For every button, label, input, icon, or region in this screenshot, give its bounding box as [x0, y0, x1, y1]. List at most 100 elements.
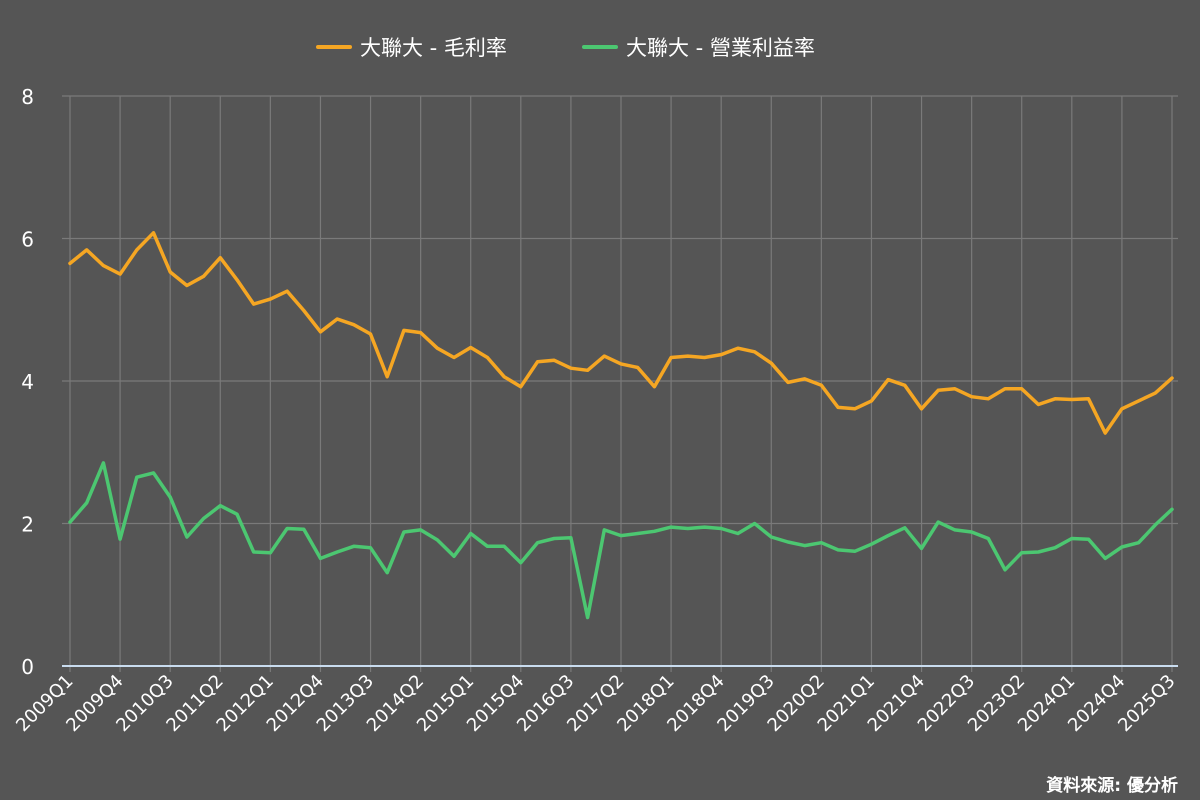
data-point-1: [252, 550, 256, 554]
data-point-1: [536, 541, 539, 545]
data-point-0: [703, 356, 706, 359]
data-point-0: [1003, 387, 1007, 391]
data-point-1: [636, 532, 640, 535]
data-point-0: [152, 231, 155, 235]
data-point-1: [85, 501, 89, 505]
data-point-0: [502, 375, 506, 379]
data-point-0: [352, 323, 356, 327]
data-point-0: [920, 407, 923, 411]
data-point-1: [986, 537, 990, 540]
data-point-0: [1087, 397, 1090, 401]
data-point-1: [68, 520, 72, 524]
y-tick-label: 6: [21, 228, 34, 252]
data-point-1: [1103, 557, 1107, 560]
y-tick-label: 2: [21, 513, 34, 537]
data-point-1: [302, 527, 306, 531]
data-point-0: [419, 331, 423, 334]
data-point-0: [602, 354, 606, 358]
data-point-0: [586, 368, 590, 372]
data-point-1: [803, 544, 807, 547]
data-point-0: [1020, 387, 1024, 391]
data-point-1: [669, 525, 673, 529]
data-point-0: [1103, 431, 1107, 435]
data-point-0: [118, 272, 122, 276]
data-point-1: [953, 528, 957, 532]
data-point-1: [185, 535, 189, 539]
data-point-1: [686, 527, 690, 530]
data-point-1: [836, 548, 840, 552]
data-point-0: [202, 274, 205, 278]
data-point-1: [1003, 568, 1007, 572]
data-point-1: [486, 544, 489, 548]
data-point-1: [385, 571, 389, 575]
data-point-1: [769, 535, 773, 539]
data-point-0: [319, 330, 322, 334]
data-point-1: [903, 526, 907, 530]
data-point-0: [936, 388, 940, 392]
data-point-1: [819, 541, 823, 545]
data-point-1: [619, 534, 623, 538]
data-point-1: [435, 538, 439, 542]
data-point-0: [870, 399, 873, 403]
y-tick-label: 0: [21, 655, 34, 679]
data-point-1: [1137, 541, 1141, 545]
data-point-1: [652, 529, 656, 533]
data-point-1: [369, 546, 372, 550]
data-point-0: [1053, 397, 1057, 401]
data-point-1: [135, 475, 139, 479]
data-point-1: [469, 532, 473, 535]
data-point-1: [268, 551, 272, 555]
data-point-0: [85, 248, 89, 252]
data-point-0: [819, 383, 823, 387]
data-point-1: [1153, 523, 1157, 527]
data-point-1: [786, 540, 790, 544]
data-point-1: [352, 544, 356, 548]
data-point-0: [1037, 403, 1040, 406]
data-point-0: [1137, 399, 1141, 403]
data-point-1: [886, 534, 890, 538]
data-point-0: [803, 377, 807, 381]
data-point-1: [235, 512, 239, 516]
data-point-0: [686, 354, 690, 358]
data-point-1: [402, 530, 406, 534]
data-point-0: [218, 256, 222, 260]
data-point-1: [870, 542, 873, 546]
data-point-0: [1153, 391, 1157, 395]
data-point-0: [536, 360, 539, 364]
data-point-0: [970, 395, 974, 399]
data-point-1: [1037, 550, 1040, 554]
data-point-0: [268, 297, 272, 301]
data-point-0: [552, 358, 556, 362]
source-credit: 資料來源: 優分析: [1046, 776, 1178, 796]
data-point-0: [402, 329, 406, 332]
data-point-0: [769, 361, 773, 365]
data-point-0: [486, 356, 489, 359]
data-point-1: [168, 495, 172, 499]
data-point-1: [1070, 537, 1074, 540]
data-point-1: [920, 547, 923, 550]
data-point-0: [786, 381, 790, 384]
data-point-0: [986, 397, 990, 401]
data-point-1: [1120, 545, 1124, 549]
data-point-1: [101, 461, 105, 465]
data-point-0: [385, 375, 389, 379]
data-point-1: [419, 528, 423, 532]
data-point-0: [836, 405, 840, 409]
data-point-1: [202, 517, 205, 520]
data-point-1: [736, 532, 740, 535]
data-point-0: [736, 346, 740, 350]
data-point-1: [452, 554, 456, 558]
data-point-0: [719, 353, 723, 357]
data-point-1: [152, 471, 155, 475]
data-point-1: [586, 616, 590, 619]
data-point-1: [118, 537, 122, 541]
data-point-1: [569, 536, 573, 540]
data-point-1: [285, 527, 289, 530]
data-point-0: [185, 284, 189, 287]
data-point-1: [1170, 507, 1174, 511]
data-point-0: [619, 362, 623, 366]
data-point-0: [285, 289, 289, 293]
legend-label-0: 大聯大 - 毛利率: [360, 36, 507, 60]
data-point-0: [135, 248, 139, 252]
